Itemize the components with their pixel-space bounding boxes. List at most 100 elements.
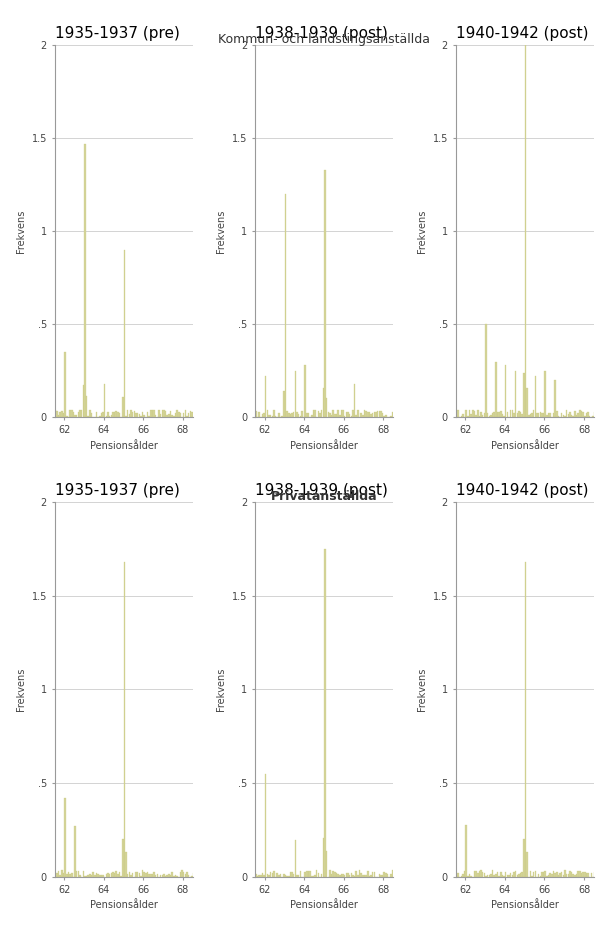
- Bar: [64, 353, 66, 417]
- Bar: [310, 871, 311, 877]
- Bar: [334, 414, 336, 417]
- Bar: [391, 870, 393, 877]
- Bar: [288, 413, 290, 417]
- Bar: [175, 875, 176, 877]
- Bar: [336, 414, 338, 417]
- Bar: [117, 874, 119, 877]
- Bar: [365, 411, 367, 417]
- Bar: [350, 416, 352, 417]
- Bar: [361, 873, 362, 877]
- Bar: [562, 416, 564, 417]
- Bar: [68, 871, 69, 877]
- Bar: [315, 411, 316, 417]
- Bar: [331, 415, 332, 417]
- Bar: [347, 413, 349, 417]
- Bar: [372, 872, 373, 877]
- Bar: [315, 874, 316, 877]
- Bar: [183, 413, 184, 417]
- Bar: [173, 416, 175, 417]
- Bar: [319, 414, 321, 417]
- Bar: [364, 410, 365, 417]
- Bar: [492, 870, 493, 877]
- Y-axis label: Frekvens: Frekvens: [216, 668, 227, 711]
- Bar: [495, 361, 496, 417]
- Bar: [528, 415, 530, 417]
- Bar: [128, 415, 130, 417]
- Bar: [368, 876, 370, 877]
- Bar: [135, 414, 137, 417]
- Bar: [168, 873, 170, 877]
- Bar: [372, 413, 373, 417]
- Bar: [544, 870, 546, 877]
- Bar: [379, 874, 380, 877]
- Bar: [568, 414, 569, 417]
- Bar: [107, 412, 108, 417]
- Bar: [559, 873, 561, 877]
- Y-axis label: Frekvens: Frekvens: [216, 209, 227, 253]
- Bar: [155, 415, 156, 417]
- Bar: [571, 416, 572, 417]
- X-axis label: Pensionsålder: Pensionsålder: [90, 441, 158, 450]
- Bar: [326, 851, 327, 877]
- Bar: [474, 411, 475, 417]
- Bar: [127, 874, 128, 877]
- Bar: [497, 872, 498, 877]
- Bar: [354, 384, 355, 417]
- Bar: [382, 874, 384, 877]
- Bar: [352, 875, 354, 877]
- Bar: [334, 872, 336, 877]
- Bar: [122, 840, 124, 877]
- Bar: [393, 413, 395, 417]
- Bar: [285, 194, 286, 417]
- Bar: [89, 411, 91, 417]
- Bar: [76, 415, 78, 417]
- Bar: [341, 410, 342, 417]
- Bar: [576, 415, 578, 417]
- Bar: [504, 416, 505, 417]
- Bar: [488, 416, 490, 417]
- Bar: [470, 876, 472, 877]
- Bar: [573, 874, 574, 877]
- Bar: [69, 873, 71, 877]
- Bar: [59, 875, 61, 877]
- Bar: [513, 413, 514, 417]
- Bar: [114, 413, 115, 417]
- Bar: [163, 874, 165, 877]
- Bar: [265, 774, 267, 877]
- Bar: [566, 873, 567, 877]
- Bar: [515, 871, 516, 877]
- Bar: [183, 872, 184, 877]
- Bar: [318, 411, 319, 417]
- Bar: [326, 398, 327, 417]
- Bar: [548, 875, 549, 877]
- Bar: [561, 414, 562, 417]
- Bar: [484, 873, 485, 877]
- Bar: [290, 414, 291, 417]
- Bar: [271, 873, 273, 877]
- Bar: [140, 876, 142, 877]
- Bar: [191, 876, 193, 877]
- Bar: [534, 871, 536, 877]
- Bar: [191, 412, 193, 417]
- Bar: [265, 376, 267, 417]
- Bar: [562, 875, 564, 877]
- Bar: [578, 413, 579, 417]
- Bar: [339, 875, 341, 877]
- X-axis label: Pensionsålder: Pensionsålder: [491, 900, 559, 910]
- Bar: [263, 874, 265, 877]
- Bar: [475, 871, 477, 877]
- Bar: [55, 873, 56, 877]
- Bar: [301, 411, 302, 417]
- Bar: [546, 415, 548, 417]
- Bar: [61, 870, 62, 877]
- Bar: [63, 873, 64, 877]
- Bar: [150, 410, 152, 417]
- Bar: [521, 414, 523, 417]
- Bar: [171, 871, 173, 877]
- Bar: [306, 413, 308, 417]
- Bar: [76, 870, 78, 877]
- Bar: [186, 872, 188, 877]
- Bar: [507, 412, 508, 417]
- Bar: [96, 412, 97, 417]
- Bar: [579, 871, 581, 877]
